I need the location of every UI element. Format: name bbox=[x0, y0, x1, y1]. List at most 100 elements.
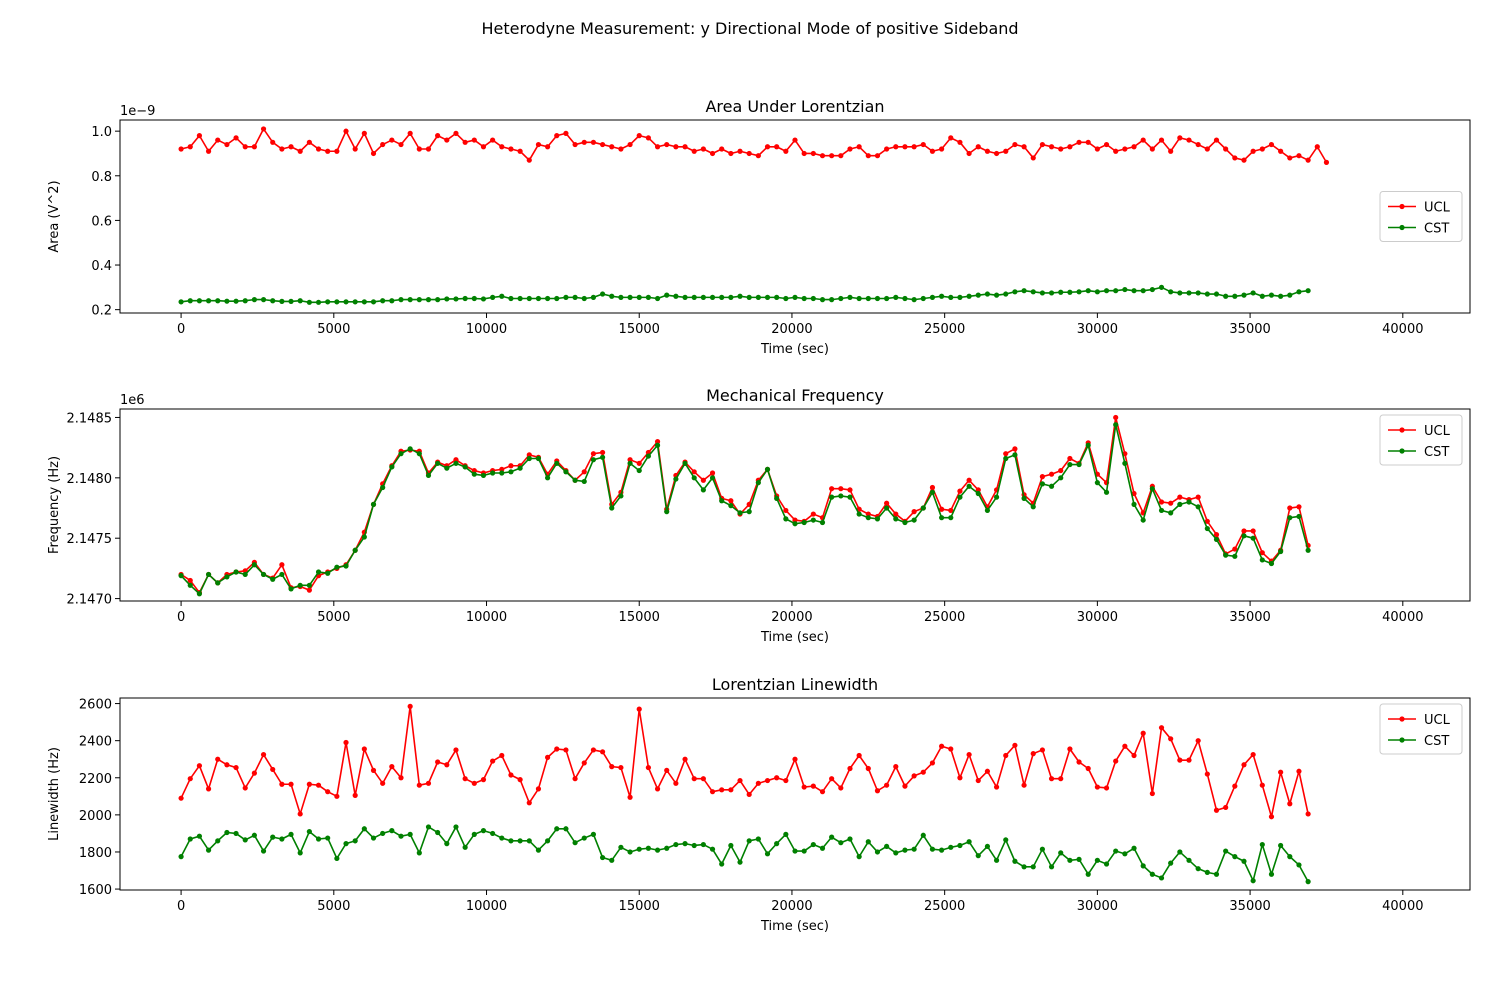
data-point bbox=[966, 293, 972, 299]
data-point bbox=[948, 515, 954, 521]
data-point bbox=[984, 291, 991, 297]
data-point bbox=[966, 751, 972, 758]
data-point bbox=[545, 475, 551, 481]
data-point bbox=[627, 849, 633, 855]
data-point bbox=[178, 854, 184, 860]
data-point bbox=[829, 494, 835, 500]
data-point bbox=[590, 457, 597, 463]
data-point bbox=[1039, 290, 1045, 296]
data-point bbox=[1268, 141, 1275, 148]
data-point bbox=[599, 749, 606, 755]
data-point bbox=[416, 451, 422, 457]
data-point bbox=[288, 586, 294, 592]
data-point bbox=[874, 849, 881, 855]
y-axis-label: Area (V^2) bbox=[47, 180, 62, 252]
data-point bbox=[664, 292, 670, 298]
data-point bbox=[691, 842, 697, 849]
area-chart: Area Under Lorentzian 0 5000 10000 15000 2000… bbox=[47, 97, 1471, 357]
data-point bbox=[1259, 550, 1265, 556]
data-point bbox=[1296, 768, 1302, 774]
plot-frame bbox=[119, 408, 1471, 602]
data-point bbox=[187, 577, 193, 584]
data-point bbox=[370, 299, 377, 305]
data-point bbox=[737, 859, 743, 865]
data-point bbox=[260, 126, 267, 132]
data-point bbox=[709, 846, 716, 852]
data-point bbox=[1113, 422, 1119, 428]
data-point bbox=[1259, 841, 1265, 848]
data-point bbox=[664, 767, 670, 773]
data-point bbox=[966, 477, 972, 483]
data-point bbox=[1012, 742, 1018, 748]
data-point bbox=[1048, 483, 1055, 489]
data-point bbox=[1268, 871, 1275, 877]
data-point bbox=[224, 762, 230, 768]
axis-offset-text: 1e−9 bbox=[120, 104, 155, 119]
data-point bbox=[957, 842, 963, 849]
data-point bbox=[1296, 289, 1302, 295]
y-tick-label: 0.8 bbox=[91, 170, 112, 185]
x-tick-label: 5000 bbox=[317, 322, 350, 337]
data-point bbox=[187, 582, 193, 588]
data-point bbox=[1067, 461, 1073, 468]
x-tick-label: 10000 bbox=[466, 899, 507, 914]
data-point bbox=[645, 135, 651, 141]
data-point bbox=[187, 836, 193, 842]
data-point bbox=[398, 833, 404, 839]
data-point bbox=[361, 746, 367, 752]
data-point bbox=[471, 467, 477, 474]
data-point bbox=[462, 295, 468, 302]
data-point bbox=[847, 487, 853, 493]
data-point bbox=[306, 299, 312, 305]
data-point bbox=[746, 294, 752, 300]
y-tick-label: 2.1485 bbox=[67, 411, 113, 426]
data-point bbox=[1048, 144, 1055, 150]
data-point bbox=[1012, 289, 1018, 295]
x-tick-label: 20000 bbox=[771, 322, 812, 337]
data-point bbox=[664, 509, 670, 515]
data-point bbox=[270, 834, 276, 840]
data-point bbox=[416, 850, 422, 856]
x-tick-label: 40000 bbox=[1382, 899, 1423, 914]
data-point bbox=[618, 764, 624, 771]
data-point bbox=[1140, 137, 1146, 143]
data-point bbox=[691, 475, 697, 481]
data-point bbox=[1186, 290, 1192, 296]
data-point bbox=[1241, 157, 1247, 163]
x-tick-label: 15000 bbox=[619, 610, 660, 625]
data-point bbox=[1296, 513, 1302, 520]
x-tick-label: 5000 bbox=[317, 610, 350, 625]
data-point bbox=[1085, 288, 1091, 294]
data-point bbox=[865, 295, 871, 302]
data-point bbox=[1195, 504, 1201, 510]
data-point bbox=[929, 846, 936, 852]
data-point bbox=[957, 139, 963, 145]
data-point bbox=[856, 144, 862, 150]
data-point bbox=[599, 454, 606, 460]
data-point bbox=[1131, 288, 1137, 294]
data-point bbox=[966, 150, 972, 157]
legend-swatch-marker bbox=[1399, 203, 1405, 210]
data-point bbox=[884, 146, 890, 152]
data-point bbox=[1232, 546, 1238, 552]
data-point bbox=[490, 830, 496, 837]
data-point bbox=[920, 832, 926, 838]
data-point bbox=[270, 576, 276, 582]
data-point bbox=[902, 295, 908, 302]
data-point bbox=[1021, 288, 1027, 294]
legend-box bbox=[1379, 703, 1463, 755]
data-point bbox=[205, 571, 212, 578]
data-point bbox=[627, 794, 633, 800]
data-point bbox=[1232, 155, 1238, 161]
data-point bbox=[838, 493, 844, 499]
data-point bbox=[490, 294, 496, 300]
data-point bbox=[1158, 507, 1165, 514]
data-point bbox=[1250, 528, 1256, 534]
data-point bbox=[1177, 849, 1183, 855]
data-point bbox=[691, 469, 697, 475]
linewidth-chart: Lorentzian Linewidth 0 5000 10000 15000 20000… bbox=[47, 675, 1471, 934]
data-point bbox=[1058, 467, 1064, 474]
data-point bbox=[1122, 146, 1128, 152]
data-point bbox=[270, 298, 276, 304]
data-point bbox=[783, 295, 789, 302]
